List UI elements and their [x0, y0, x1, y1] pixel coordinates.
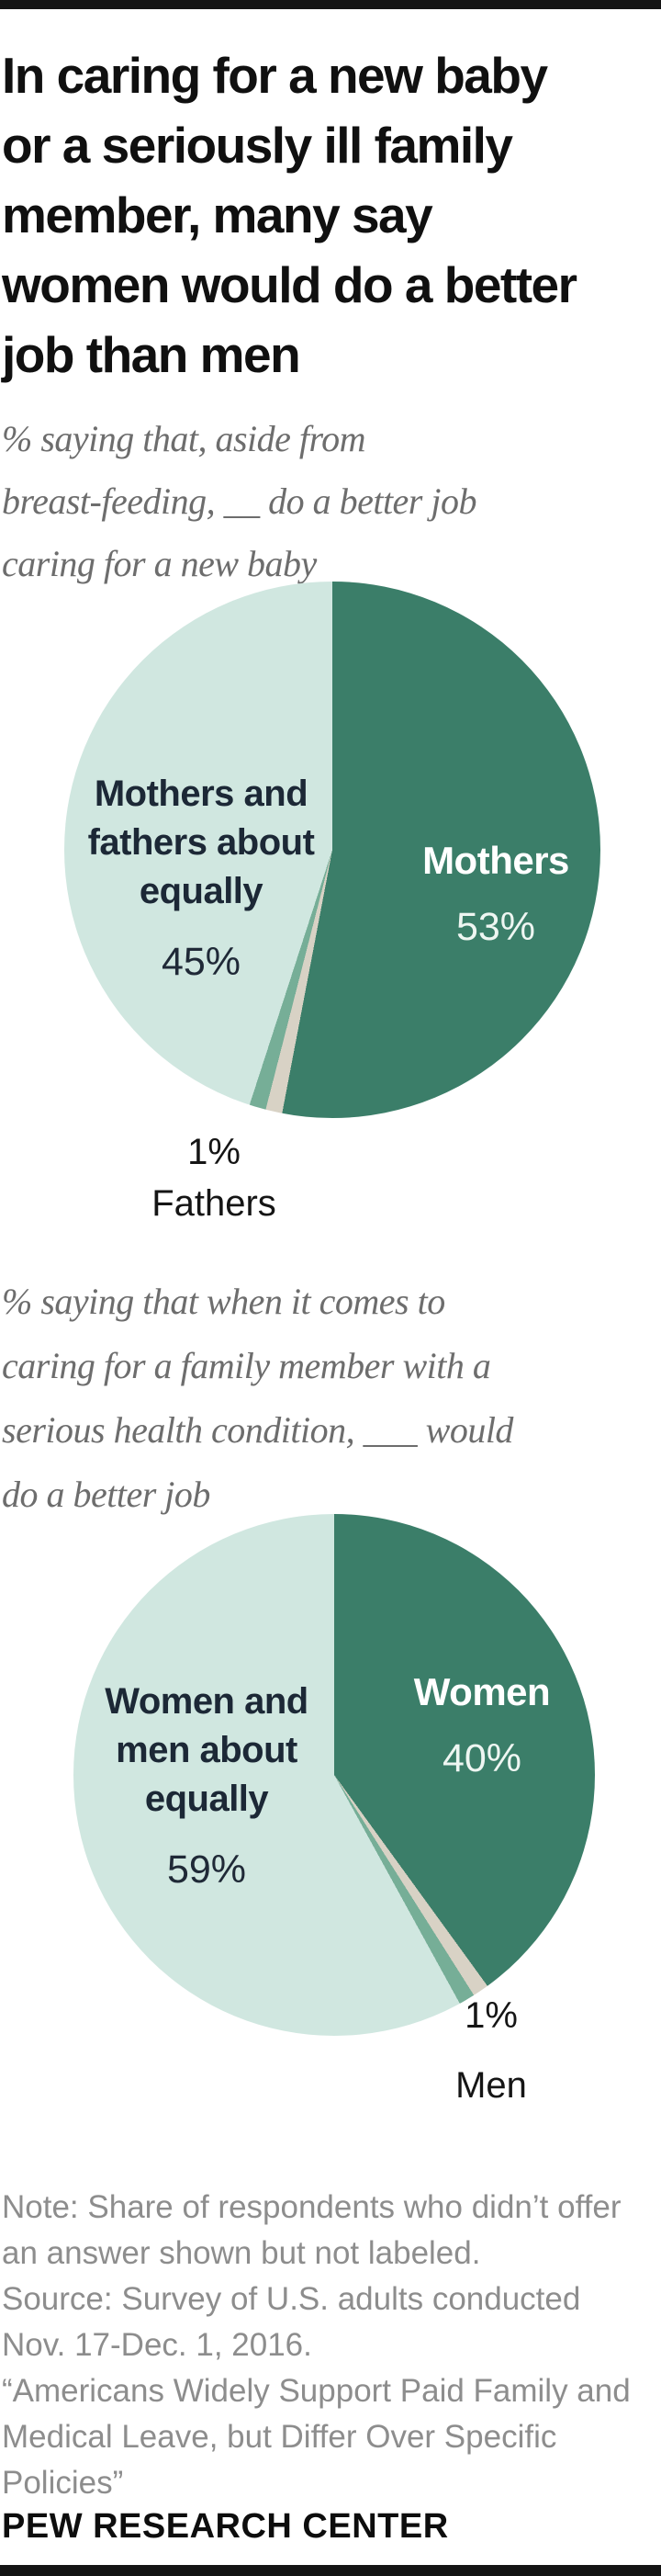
pie2-equally-label-line: equally: [144, 1779, 269, 1819]
chart-title-line: job than men: [2, 326, 301, 383]
report-title-line: Policies”: [2, 2465, 124, 2501]
pie2-men-percent: 1%: [465, 1995, 518, 2036]
pie2-equally-label-line: men about: [116, 1730, 297, 1770]
bottom-border-bar: [0, 2565, 661, 2576]
chart-title-line: In caring for a new baby: [2, 47, 548, 104]
pie2-equally-slice-label: Women and men about equally 59%: [37, 1678, 376, 1892]
pie2-subtitle-line: do a better job: [2, 1474, 210, 1515]
pie1-fathers-percent: 1%: [187, 1132, 241, 1172]
pie1-subtitle: % saying that, aside from breast-feeding…: [2, 408, 659, 595]
pie1-fathers-label: Fathers: [151, 1183, 276, 1224]
pie2-men-label: Men: [455, 2065, 527, 2106]
pie1-mothers-label: Mothers: [422, 839, 569, 882]
chart-title-line: or a seriously ill family: [2, 117, 513, 174]
note-line: an answer shown but not labeled.: [2, 2235, 481, 2271]
pie2-women-label: Women: [413, 1670, 551, 1713]
pie1-equally-slice-label: Mothers and fathers about equally 45%: [33, 770, 369, 985]
footer-brand: PEW RESEARCH CENTER: [2, 2507, 449, 2546]
pie2-subtitle: % saying that when it comes to caring fo…: [2, 1270, 659, 1527]
source-line: Source: Survey of U.S. adults conducted: [2, 2281, 581, 2317]
pie2-men-slice-label: 1% Men: [390, 1990, 592, 2111]
pie1-equally-label-line: equally: [139, 871, 263, 911]
report-title-line: “Americans Widely Support Paid Family an…: [2, 2373, 631, 2409]
pie2-subtitle-line: caring for a family member with a: [2, 1345, 491, 1386]
pie2-equally-percent: 59%: [166, 1847, 247, 1892]
top-border-bar: [0, 0, 661, 9]
note-line: Note: Share of respondents who didn’t of…: [2, 2189, 622, 2225]
pie1-equally-label-line: Mothers and: [94, 774, 308, 814]
pie1-equally-percent: 45%: [161, 940, 241, 984]
pie-chart-family-member: [73, 1514, 595, 2036]
pie2-women-percent: 40%: [442, 1736, 522, 1780]
pie2-subtitle-line: serious health condition, ___ would: [2, 1409, 513, 1451]
pie1-mothers-slice-label: Mothers 53%: [386, 836, 606, 950]
pie2-subtitle-line: % saying that when it comes to: [2, 1281, 445, 1322]
pie2-equally-label-line: Women and: [105, 1681, 308, 1722]
chart-title-line: women would do a better: [2, 256, 577, 313]
pie2-women-slice-label: Women 40%: [372, 1667, 592, 1781]
pie1-subtitle-line: caring for a new baby: [2, 543, 317, 584]
pie1-subtitle-line: % saying that, aside from: [2, 418, 366, 459]
note-source-text: Note: Share of respondents who didn’t of…: [2, 2185, 661, 2506]
source-line: Nov. 17-Dec. 1, 2016.: [2, 2327, 312, 2363]
report-title-line: Medical Leave, but Differ Over Specific: [2, 2419, 557, 2455]
pie1-mothers-percent: 53%: [455, 905, 536, 949]
chart-title-line: member, many say: [2, 186, 433, 243]
pie1-subtitle-line: breast-feeding, __ do a better job: [2, 480, 476, 522]
pie-chart-new-baby: [64, 582, 600, 1118]
chart-title: In caring for a new baby or a seriously …: [2, 40, 659, 390]
pie1-equally-label-line: fathers about: [87, 822, 315, 863]
pie1-fathers-slice-label: 1% Fathers: [108, 1126, 319, 1229]
